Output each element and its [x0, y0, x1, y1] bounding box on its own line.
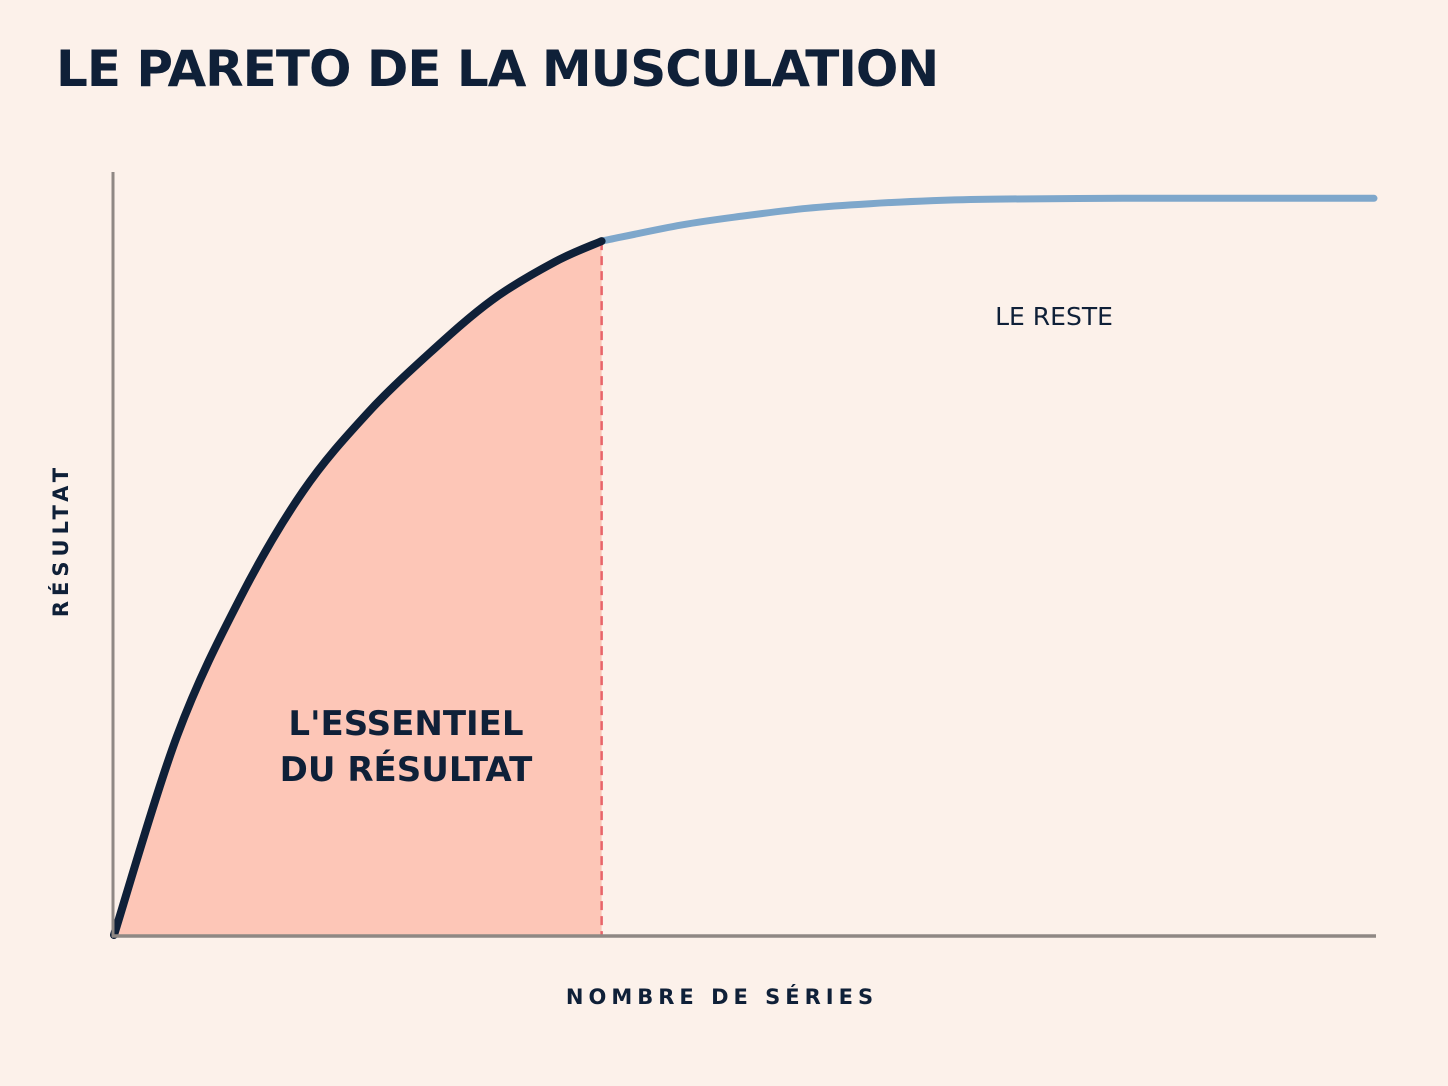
rest-label: LE RESTE [995, 302, 1113, 331]
x-axis-label: NOMBRE DE SÉRIES [566, 984, 878, 1009]
essential-area [114, 241, 602, 936]
y-axis-label: RÉSULTAT [48, 463, 73, 617]
chart-title: LE PARETO DE LA MUSCULATION [56, 40, 939, 98]
essential-label-line2: DU RÉSULTAT [280, 749, 533, 790]
essential-label-line1: L'ESSENTIEL [288, 704, 523, 744]
essential-curve [110, 237, 606, 939]
rest-curve [598, 194, 1378, 245]
